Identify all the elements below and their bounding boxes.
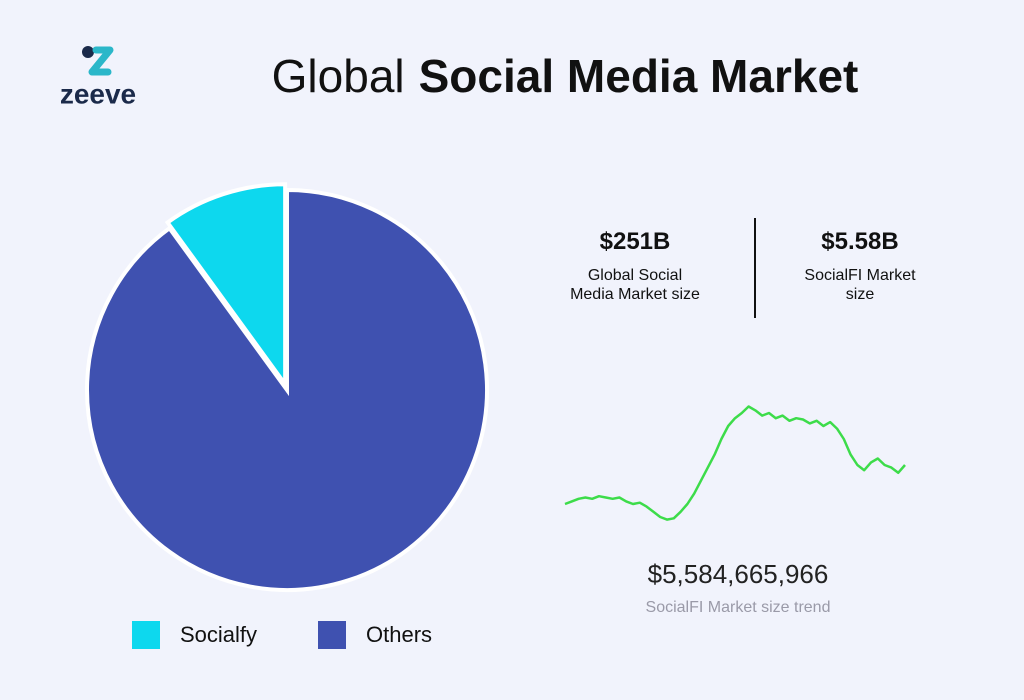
legend-swatch — [132, 621, 160, 649]
charts: Socialfy Others $5,584,665,966 SocialFI Mar… — [85, 182, 906, 649]
trend-line — [564, 405, 906, 521]
pie-slice — [164, 182, 288, 391]
trend-value: $5,584,665,966 — [648, 559, 829, 589]
stat: $5.58B SocialFI Market size — [785, 228, 935, 304]
legend-swatch — [318, 621, 346, 649]
stat-value: $5.58B — [821, 228, 899, 255]
logo-dot — [82, 46, 94, 58]
stat-label: Global Social Media Market size — [570, 267, 700, 303]
logo-mark — [88, 46, 114, 76]
stat-value: $251B — [599, 228, 671, 255]
pie-slice — [85, 187, 489, 592]
legend-label: Socialfy — [180, 622, 257, 647]
stat-label: SocialFI Market size — [804, 267, 916, 303]
title-light: Global — [272, 50, 405, 102]
trend-caption: SocialFI Market size trend — [646, 599, 831, 616]
legend-label: Others — [366, 622, 432, 647]
logo-text: zeeve — [60, 78, 136, 109]
title-bold: Social Media Market — [419, 50, 859, 102]
title: Global Social Media Market — [272, 50, 859, 102]
logo-icon — [82, 46, 114, 76]
stat: $251B Global Social Media Market size — [560, 228, 710, 304]
